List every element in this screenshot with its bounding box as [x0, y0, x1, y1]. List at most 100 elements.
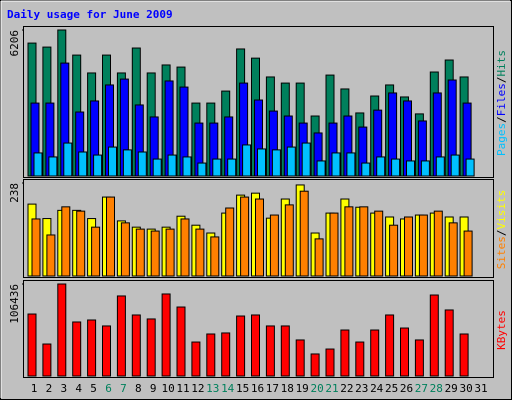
x-tick-label: 13	[206, 382, 219, 395]
bar	[295, 339, 305, 377]
bar	[87, 319, 97, 377]
bar	[269, 214, 279, 277]
bar	[152, 158, 162, 177]
bar	[465, 158, 475, 177]
bar	[108, 146, 117, 177]
x-tick-label: 8	[135, 382, 142, 395]
bar	[376, 156, 386, 177]
legend: Pages/Files/Hits	[495, 50, 508, 156]
bar	[310, 353, 320, 377]
bar	[391, 158, 401, 177]
panel	[23, 26, 494, 178]
bar	[389, 224, 399, 277]
legend-entry: Hits	[495, 50, 508, 77]
x-tick-label: 12	[191, 382, 204, 395]
legend-separator: /	[495, 230, 508, 237]
bar	[210, 236, 220, 277]
bar	[102, 325, 111, 377]
bar	[135, 228, 145, 277]
y-tick-label: 6206	[8, 30, 21, 57]
bar	[255, 198, 264, 277]
legend-separator: /	[495, 116, 508, 123]
x-tick-label: 10	[161, 382, 174, 395]
bar	[221, 332, 231, 377]
bar	[91, 226, 101, 277]
bar	[361, 162, 371, 177]
x-tick-label: 21	[325, 382, 338, 395]
bar	[61, 206, 71, 277]
x-tick-label: 15	[236, 382, 249, 395]
bar	[359, 206, 369, 277]
bar	[146, 318, 156, 377]
x-tick-label: 19	[296, 382, 309, 395]
x-tick-label: 20	[310, 382, 323, 395]
x-tick-label: 24	[370, 382, 384, 395]
bar	[450, 154, 460, 177]
bar	[195, 228, 205, 277]
bar	[444, 309, 454, 377]
bar	[176, 306, 186, 377]
legend-entry: KBytes	[495, 310, 508, 350]
x-tick-label: 1	[31, 382, 38, 395]
x-tick-label: 18	[281, 382, 294, 395]
bar	[301, 142, 311, 177]
bar	[406, 160, 415, 177]
bar	[76, 210, 86, 277]
bar	[48, 156, 58, 177]
bar	[93, 154, 103, 177]
bar	[116, 295, 126, 377]
bar	[57, 283, 67, 377]
bar	[299, 190, 309, 277]
legend-entry: Visits	[495, 190, 508, 230]
bar	[227, 158, 237, 177]
bar	[280, 325, 290, 377]
bar	[46, 234, 56, 277]
bar	[257, 148, 266, 177]
bar	[251, 314, 260, 377]
bar	[180, 218, 190, 277]
legend-entry: Files	[495, 83, 508, 116]
bar	[42, 343, 52, 377]
x-tick-label: 5	[90, 382, 97, 395]
bar	[120, 222, 130, 277]
bar	[325, 348, 335, 377]
bar	[265, 325, 275, 377]
bar	[459, 333, 469, 377]
bar	[191, 341, 201, 377]
bar	[31, 218, 41, 277]
bar	[314, 238, 324, 277]
x-tick-label: 4	[75, 382, 82, 395]
bar	[63, 142, 73, 177]
panel	[23, 179, 494, 278]
bar	[435, 156, 445, 177]
bar	[122, 149, 132, 177]
bar	[236, 315, 246, 377]
bar	[331, 152, 341, 177]
x-tick-label: 6	[105, 382, 112, 395]
legend-entry: Sites	[495, 236, 508, 269]
bar	[463, 230, 473, 277]
bar	[225, 207, 235, 277]
x-tick-label: 14	[221, 382, 235, 395]
x-tick-label: 26	[400, 382, 413, 395]
x-tick-label: 11	[176, 382, 189, 395]
bar	[286, 146, 296, 177]
legend: Sites/Visits	[495, 190, 508, 270]
x-tick-label: 3	[60, 382, 67, 395]
bar	[165, 228, 175, 277]
x-tick-label: 28	[430, 382, 443, 395]
bar	[346, 152, 356, 177]
bar	[404, 216, 413, 277]
legend-entry: Pages	[495, 123, 508, 156]
bar	[316, 160, 326, 177]
bar	[414, 339, 424, 377]
bar	[72, 321, 82, 377]
x-tick-label: 17	[266, 382, 279, 395]
x-tick-label: 29	[445, 382, 458, 395]
bar	[150, 230, 160, 277]
bar	[340, 329, 350, 377]
chart-title: Daily usage for June 2009	[7, 8, 173, 21]
x-tick-label: 23	[355, 382, 368, 395]
legend-separator: /	[495, 77, 508, 84]
